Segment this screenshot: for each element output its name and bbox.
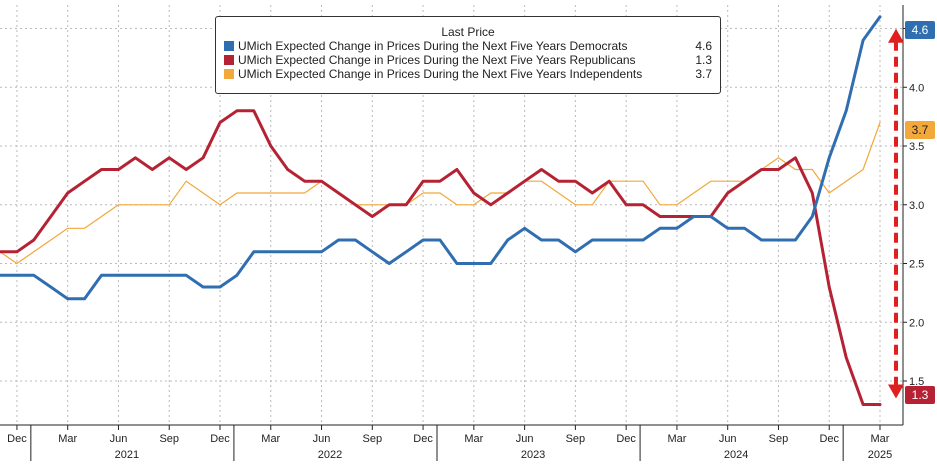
y-tick-label: 1.5 xyxy=(909,376,924,388)
legend: Last Price UMich Expected Change in Pric… xyxy=(215,16,721,94)
year-label: 2025 xyxy=(868,449,892,461)
y-tick-label: 2.5 xyxy=(909,259,924,271)
year-label: 2021 xyxy=(115,449,139,461)
legend-item-independents: UMich Expected Change in Prices During t… xyxy=(216,67,720,81)
y-tick-label: 2.0 xyxy=(909,317,924,329)
x-tick-label: Mar xyxy=(871,433,890,445)
year-label: 2024 xyxy=(724,449,748,461)
legend-swatch-democrats xyxy=(224,41,234,51)
legend-title: Last Price xyxy=(441,25,495,39)
legend-value-republicans: 1.3 xyxy=(695,53,712,67)
x-tick-label: Mar xyxy=(58,433,77,445)
x-tick-label: Mar xyxy=(261,433,280,445)
x-tick-label: Mar xyxy=(464,433,483,445)
x-tick-label: Dec xyxy=(7,433,27,445)
x-tick-label: Dec xyxy=(616,433,636,445)
x-tick-label: Sep xyxy=(566,433,586,445)
y-tick-label: 3.0 xyxy=(909,200,924,212)
legend-label-independents: UMich Expected Change in Prices During t… xyxy=(238,67,643,81)
legend-value-independents: 3.7 xyxy=(695,67,712,81)
last-value-badge-independents: 3.7 xyxy=(905,121,935,139)
x-tick-label: Dec xyxy=(413,433,433,445)
x-tick-label: Sep xyxy=(363,433,383,445)
x-tick-label: Dec xyxy=(210,433,230,445)
last-value-badge-republicans: 1.3 xyxy=(905,386,935,404)
annotation-arrow-head-top xyxy=(888,28,904,43)
legend-swatch-independents xyxy=(224,69,234,79)
legend-item-democrats: UMich Expected Change in Prices During t… xyxy=(216,39,720,53)
legend-item-republicans: UMich Expected Change in Prices During t… xyxy=(216,53,720,67)
y-tick-label: 4.0 xyxy=(909,82,924,94)
series-line-2 xyxy=(0,121,881,265)
legend-label-republicans: UMich Expected Change in Prices During t… xyxy=(238,53,636,67)
last-value-badge-democrats: 4.6 xyxy=(905,21,935,39)
x-tick-label: Dec xyxy=(819,433,839,445)
series-line-0 xyxy=(0,15,882,301)
legend-swatch-republicans xyxy=(224,55,234,65)
x-tick-label: Jun xyxy=(516,433,534,445)
x-tick-label: Sep xyxy=(769,433,789,445)
x-tick-label: Jun xyxy=(110,433,128,445)
y-tick-label: 3.5 xyxy=(909,141,924,153)
year-label: 2023 xyxy=(521,449,545,461)
year-label: 2022 xyxy=(318,449,342,461)
series-line-1 xyxy=(0,109,882,406)
x-tick-label: Sep xyxy=(159,433,179,445)
x-tick-label: Jun xyxy=(313,433,331,445)
annotation-arrow-head-bottom xyxy=(888,384,904,399)
legend-label-democrats: UMich Expected Change in Prices During t… xyxy=(238,39,628,53)
legend-value-democrats: 4.6 xyxy=(695,39,712,53)
x-tick-label: Jun xyxy=(719,433,737,445)
x-tick-label: Mar xyxy=(667,433,686,445)
